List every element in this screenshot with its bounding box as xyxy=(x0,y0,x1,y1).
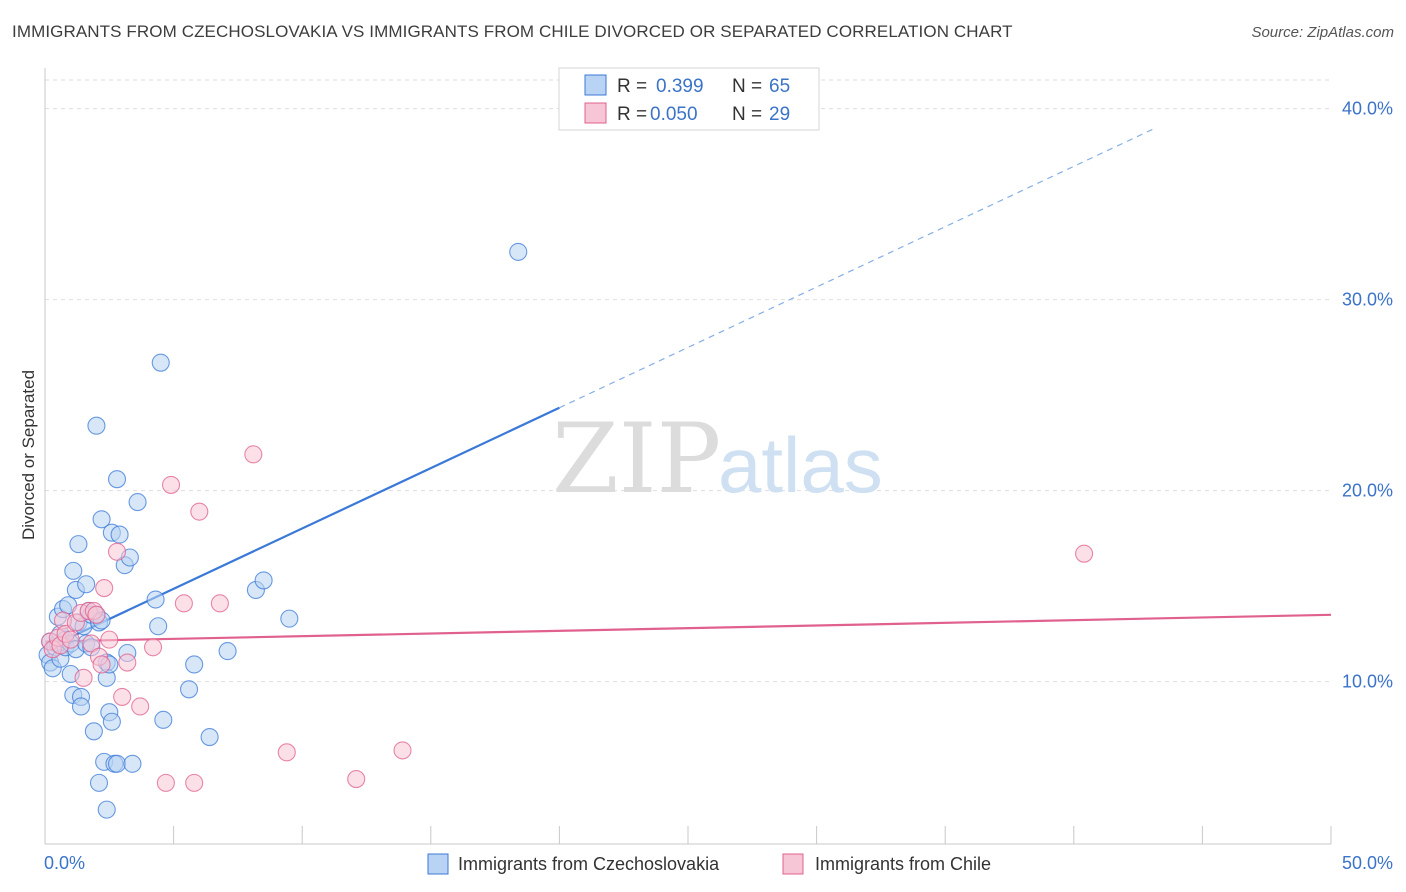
point-chile xyxy=(277,743,296,762)
grid xyxy=(45,79,1331,683)
tick-labels: 10.0% 20.0% 30.0% 40.0% 0.0% 50.0% xyxy=(44,99,1393,873)
point-czechoslovakia xyxy=(509,242,528,261)
point-chile xyxy=(113,687,132,706)
x-tick-label-end: 50.0% xyxy=(1342,853,1393,873)
y-tick-label: 30.0% xyxy=(1342,290,1393,310)
point-chile xyxy=(393,741,412,760)
legend-r-label-2: R = xyxy=(617,104,647,125)
point-czechoslovakia xyxy=(280,609,299,628)
point-chile xyxy=(161,475,181,494)
watermark-atlas: atlas xyxy=(718,421,883,509)
axes xyxy=(44,68,1332,845)
point-czechoslovakia xyxy=(89,773,109,792)
point-czechoslovakia xyxy=(69,535,88,554)
legend-r-value-1: 0.399 xyxy=(656,76,704,97)
trend-lines xyxy=(44,127,1332,651)
point-chile xyxy=(347,770,366,789)
legend-r-label-1: R = xyxy=(617,76,647,97)
point-chile xyxy=(118,653,137,672)
legend-swatch-czechoslovakia xyxy=(584,74,607,96)
series-legend-label-chile: Immigrants from Chile xyxy=(815,854,991,874)
point-czechoslovakia xyxy=(77,575,96,594)
point-czechoslovakia xyxy=(102,712,121,731)
watermark-zip: ZIP xyxy=(552,403,721,515)
point-czechoslovakia xyxy=(185,655,204,674)
series-legend-swatch-czechoslovakia xyxy=(427,853,449,875)
point-chile xyxy=(131,697,150,716)
point-czechoslovakia xyxy=(97,800,116,819)
point-czechoslovakia xyxy=(71,697,91,716)
y-axis-label: Divorced or Separated xyxy=(19,370,38,540)
point-chile xyxy=(143,638,163,657)
point-czechoslovakia xyxy=(87,416,106,435)
point-chile xyxy=(244,445,263,464)
point-chile xyxy=(156,773,175,792)
point-czechoslovakia xyxy=(64,561,83,580)
point-czechoslovakia xyxy=(107,470,127,489)
stats-legend: R = 0.399 N = 65 R = 0.050 N = 29 xyxy=(558,67,820,131)
point-chile xyxy=(95,579,114,598)
trend-line-czechoslovakia xyxy=(44,406,560,651)
point-chile xyxy=(174,594,193,613)
watermark: ZIP atlas xyxy=(552,403,883,515)
y-tick-label: 40.0% xyxy=(1342,99,1393,119)
point-chile xyxy=(74,668,93,687)
point-chile xyxy=(210,594,229,613)
x-tick-label-start: 0.0% xyxy=(44,853,85,873)
point-czechoslovakia xyxy=(151,353,170,372)
legend-n-value-2: 29 xyxy=(769,104,790,125)
point-chile xyxy=(1075,544,1094,563)
legend-r-value-2: 0.050 xyxy=(650,104,698,125)
chart-title: IMMIGRANTS FROM CZECHOSLOVAKIA VS IMMIGR… xyxy=(12,22,1013,41)
point-czechoslovakia xyxy=(154,710,173,729)
legend-n-label-1: N = xyxy=(732,76,762,97)
point-chile xyxy=(100,630,119,649)
legend-n-value-1: 65 xyxy=(769,76,790,97)
point-chile xyxy=(82,634,101,653)
point-czechoslovakia xyxy=(218,642,237,661)
legend-n-label-2: N = xyxy=(732,104,762,125)
trend-line-czechoslovakia-extension xyxy=(559,127,1157,409)
point-chile xyxy=(92,655,111,674)
point-czechoslovakia xyxy=(146,590,165,609)
point-czechoslovakia xyxy=(110,525,129,544)
source-label: Source: ZipAtlas.com xyxy=(1251,24,1394,41)
point-czechoslovakia xyxy=(128,493,147,512)
point-chile xyxy=(87,605,106,624)
point-czechoslovakia xyxy=(123,754,142,773)
series-legend-label-czechoslovakia: Immigrants from Czechoslovakia xyxy=(458,854,720,874)
point-czechoslovakia xyxy=(84,722,103,741)
point-chile xyxy=(185,773,204,792)
point-czechoslovakia xyxy=(92,510,111,529)
series-legend: Immigrants from Czechoslovakia Immigrant… xyxy=(427,853,991,875)
point-chile xyxy=(107,542,127,561)
data-points xyxy=(38,242,1094,819)
point-czechoslovakia xyxy=(254,571,273,590)
point-czechoslovakia xyxy=(149,617,168,636)
trend-line-chile xyxy=(44,613,1332,643)
legend-swatch-chile xyxy=(584,102,607,124)
point-chile xyxy=(61,630,80,649)
y-tick-label: 10.0% xyxy=(1342,672,1393,692)
point-czechoslovakia xyxy=(200,727,219,747)
point-chile xyxy=(190,502,209,521)
series-legend-swatch-chile xyxy=(782,853,804,875)
point-czechoslovakia xyxy=(107,754,127,773)
point-czechoslovakia xyxy=(179,680,199,699)
y-tick-label: 20.0% xyxy=(1342,481,1393,501)
